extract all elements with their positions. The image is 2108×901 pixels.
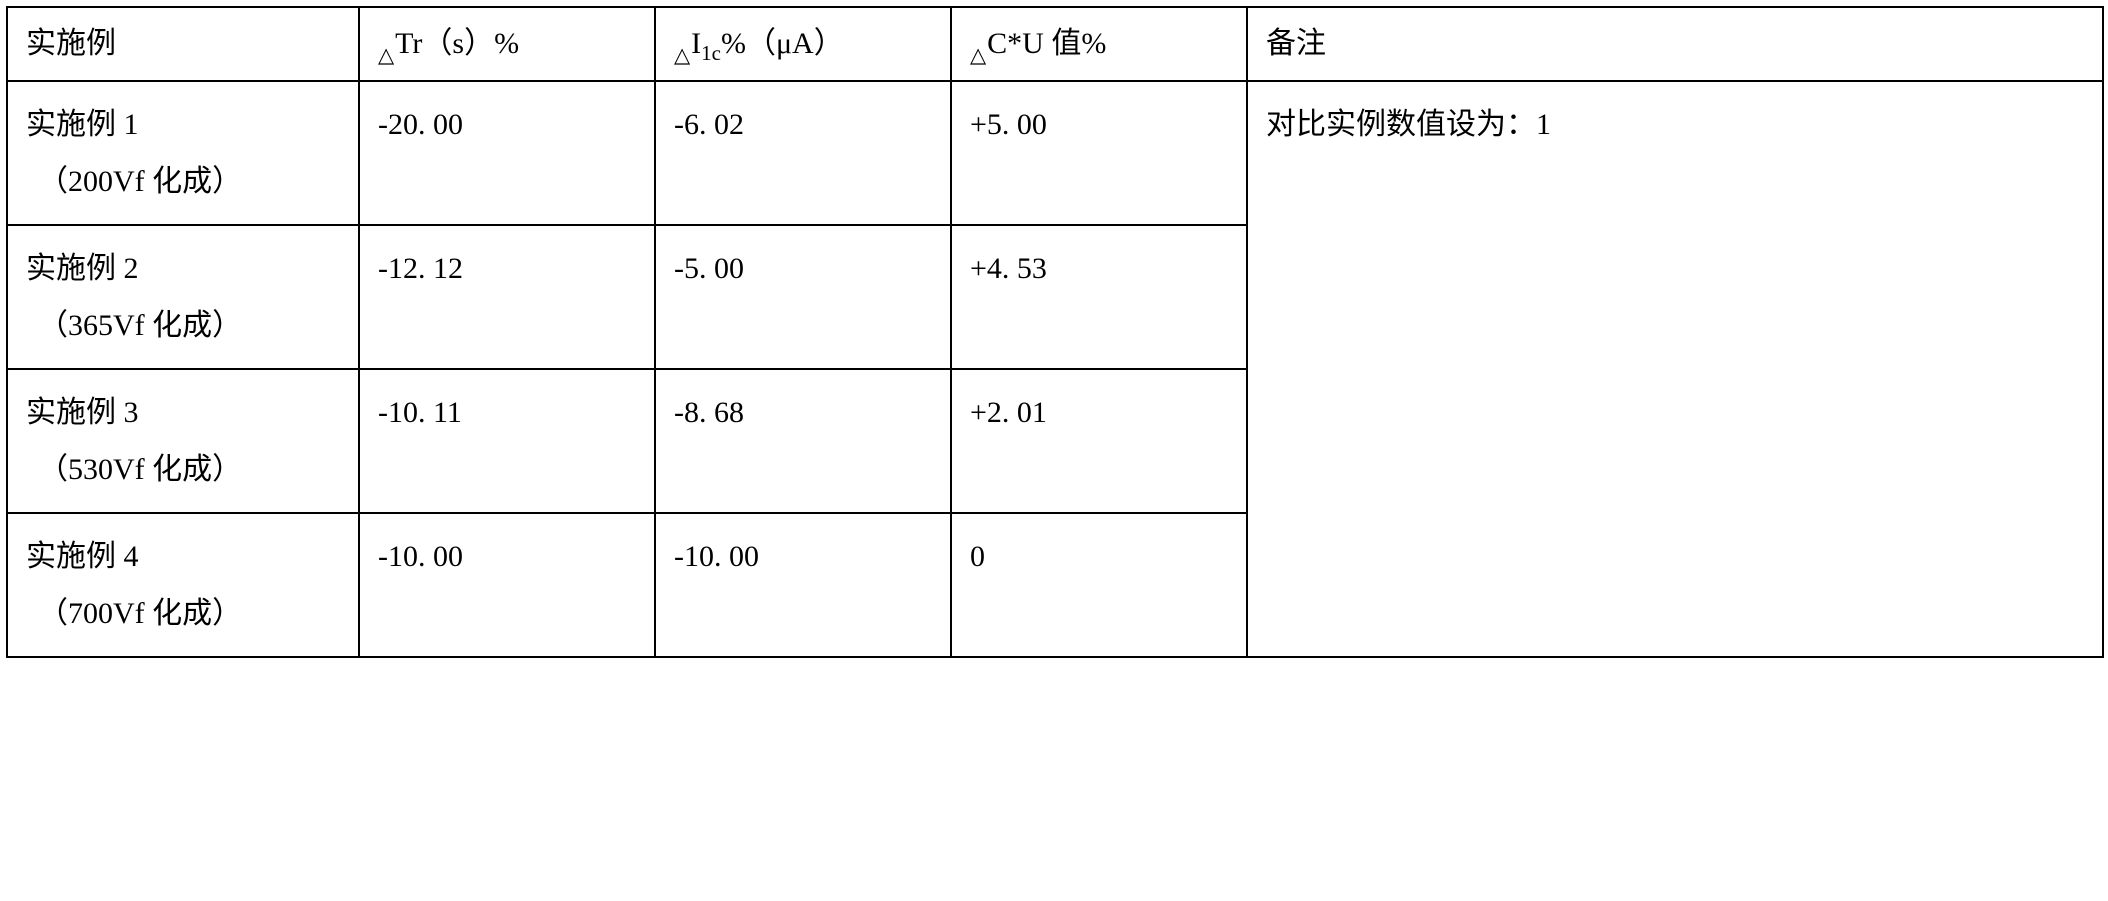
cell-tr: -10. 00 xyxy=(359,513,655,657)
cell-cu: +5. 00 xyxy=(951,81,1247,225)
data-table: 实施例 △Tr（s）% △I1c%（μA） △C*U 值% 备注 实施例 1 （… xyxy=(6,6,2104,658)
cell-cu: +4. 53 xyxy=(951,225,1247,369)
cell-example: 实施例 4 （700Vf 化成） xyxy=(7,513,359,657)
cell-i1c: -6. 02 xyxy=(655,81,951,225)
table-container: 实施例 △Tr（s）% △I1c%（μA） △C*U 值% 备注 实施例 1 （… xyxy=(0,0,2108,664)
example-title: 实施例 3 xyxy=(26,384,342,441)
table-header-row: 实施例 △Tr（s）% △I1c%（μA） △C*U 值% 备注 xyxy=(7,7,2103,81)
cell-i1c: -5. 00 xyxy=(655,225,951,369)
header-i1c-tail: %（μA） xyxy=(721,27,844,60)
cell-i1c: -8. 68 xyxy=(655,369,951,513)
example-title: 实施例 1 xyxy=(26,96,342,153)
example-subtitle: （200Vf 化成） xyxy=(26,153,342,210)
header-i1c-i: I xyxy=(691,27,701,60)
cell-example: 实施例 1 （200Vf 化成） xyxy=(7,81,359,225)
header-tr: △Tr（s）% xyxy=(359,7,655,81)
header-tr-text: Tr（s）% xyxy=(395,27,519,60)
cell-tr: -10. 11 xyxy=(359,369,655,513)
cell-remark: 对比实例数值设为：1 xyxy=(1247,81,2103,657)
example-subtitle: （700Vf 化成） xyxy=(26,585,342,642)
example-subtitle: （365Vf 化成） xyxy=(26,297,342,354)
cell-tr: -20. 00 xyxy=(359,81,655,225)
example-title: 实施例 2 xyxy=(26,240,342,297)
header-i1c-sub: 1c xyxy=(701,41,721,65)
table-row: 实施例 1 （200Vf 化成） -20. 00 -6. 02 +5. 00 对… xyxy=(7,81,2103,225)
header-example: 实施例 xyxy=(7,7,359,81)
header-cu: △C*U 值% xyxy=(951,7,1247,81)
example-title: 实施例 4 xyxy=(26,528,342,585)
example-subtitle: （530Vf 化成） xyxy=(26,441,342,498)
cell-cu: +2. 01 xyxy=(951,369,1247,513)
header-cu-text: C*U 值% xyxy=(987,27,1106,60)
cell-example: 实施例 2 （365Vf 化成） xyxy=(7,225,359,369)
cell-example: 实施例 3 （530Vf 化成） xyxy=(7,369,359,513)
cell-tr: -12. 12 xyxy=(359,225,655,369)
cell-i1c: -10. 00 xyxy=(655,513,951,657)
header-i1c: △I1c%（μA） xyxy=(655,7,951,81)
cell-cu: 0 xyxy=(951,513,1247,657)
header-remark: 备注 xyxy=(1247,7,2103,81)
